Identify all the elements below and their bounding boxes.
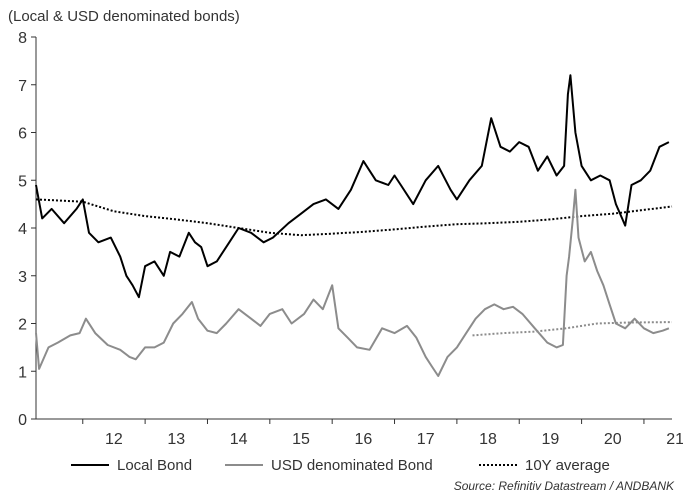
y-tick-label: 4 (18, 221, 27, 238)
x-tick-label: 21 (666, 431, 683, 448)
series-line-3 (472, 321, 673, 337)
y-tick-label: 3 (18, 269, 27, 286)
x-tick-label: 20 (604, 431, 622, 448)
y-tick-label: 6 (18, 126, 27, 143)
x-axis: 12 13 14 15 16 17 18 19 20 21 (36, 418, 683, 448)
chart-subtitle: (Local & USD denominated bonds) (8, 8, 240, 25)
x-tick-label: 15 (292, 431, 310, 448)
x-tick-label: 12 (105, 431, 123, 448)
series-layer (35, 74, 673, 377)
legend-label: USD denominated Bond (271, 457, 433, 474)
y-tick-label: 5 (18, 173, 27, 190)
series-line-0 (35, 74, 670, 299)
y-tick-label: 0 (18, 412, 27, 429)
y-tick-label: 8 (18, 30, 27, 47)
y-tick-label: 7 (18, 78, 27, 95)
y-tick-label: 1 (18, 364, 27, 381)
x-tick-label: 13 (167, 431, 185, 448)
source-note: Source: Refinitiv Datastream / ANDBANK (454, 479, 675, 493)
legend-label: 10Y average (525, 457, 610, 474)
x-tick-label: 17 (417, 431, 435, 448)
series-line-2 (35, 198, 673, 237)
x-tick-label: 19 (542, 431, 560, 448)
y-tick-label: 2 (18, 317, 27, 334)
legend: Local Bond USD denominated Bond 10Y averag… (71, 457, 610, 474)
x-tick-label: 14 (230, 431, 248, 448)
y-axis: 0 1 2 3 4 5 6 7 8 (18, 30, 37, 429)
series-line-1 (35, 188, 670, 377)
x-tick-label: 16 (354, 431, 372, 448)
legend-label: Local Bond (117, 457, 192, 474)
x-tick-label: 18 (479, 431, 497, 448)
